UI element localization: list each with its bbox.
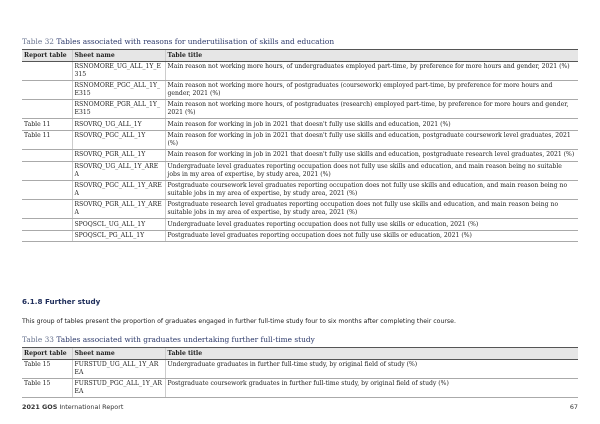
header-cell: Sheet name	[71, 49, 165, 62]
row: RSOVRQ_UG_ALL_1Y_AREA Undergraduate level…	[22, 161, 578, 181]
title-cell: Main reason for working in job in 2021 t…	[164, 149, 578, 162]
row: Table 11 RSOVRQ_PGC_ALL_1Y Main reason for…	[22, 130, 578, 150]
report-cell: Table 15	[22, 378, 72, 398]
title-cell: Postgraduate coursework level graduates …	[164, 180, 578, 200]
row: SPOQSCL_UG_ALL_1Y Undergraduate level gra…	[22, 218, 578, 231]
table-caption: Table 33 Tables associated with graduate…	[22, 335, 315, 344]
report-cell	[22, 218, 72, 231]
report-cell: Table 11	[22, 130, 72, 150]
table-caption: Table 32 Tables associated with reasons …	[22, 37, 334, 46]
sheet-cell: RSNOMORE_PGC_ALL_1Y_E315	[71, 80, 165, 100]
title-cell: Main reason not working more hours, of u…	[164, 61, 578, 81]
report-cell	[22, 80, 72, 100]
report-cell	[22, 149, 72, 162]
title-cell: Undergraduate graduates in further full-…	[164, 359, 578, 379]
header-cell: Report table	[22, 347, 72, 360]
report-cell	[22, 180, 72, 200]
row: RSNOMORE_PGC_ALL_1Y_E315 Main reason not …	[22, 80, 578, 100]
report-cell: Table 15	[22, 359, 72, 379]
sheet-cell: FURSTUD_UG_ALL_1Y_AREA	[71, 359, 165, 379]
row: RSNOMORE_UG_ALL_1Y_E315 Main reason not w…	[22, 61, 578, 81]
title-cell: Undergraduate level graduates reporting …	[164, 218, 578, 231]
report-cell	[22, 99, 72, 120]
paragraph: This group of tables present the proport…	[22, 318, 456, 325]
table-wrap: Report table Sheet name Table title RSNOMOR…	[22, 49, 578, 243]
header-cell: Sheet name	[71, 347, 165, 360]
row: RSOVRQ_PGR_ALL_1Y Main reason for working…	[22, 149, 578, 162]
row: Table 15 FURSTUD_UG_ALL_1Y_AREA Undergradu…	[22, 359, 578, 379]
caption-number: Table 32	[22, 37, 54, 46]
page-number: 67	[569, 403, 578, 411]
caption-text: Tables associated with reasons for under…	[56, 37, 335, 46]
header-cell: Table title	[164, 347, 578, 360]
sheet-cell: RSOVRQ_UG_ALL_1Y_AREA	[71, 161, 165, 181]
title-cell: Main reason not working more hours, of p…	[164, 99, 578, 120]
caption-number: Table 33	[22, 335, 54, 344]
title-cell: Main reason not working more hours, of p…	[164, 80, 578, 100]
sheet-cell: FURSTUD_PGC_ALL_1Y_AREA	[71, 378, 165, 398]
row: RSOVRQ_PGC_ALL_1Y_AREA Postgraduate cours…	[22, 180, 578, 200]
sheet-cell: SPOQSCL_UG_ALL_1Y	[71, 218, 165, 231]
sheet-cell: RSOVRQ_PGR_ALL_1Y_AREA	[71, 199, 165, 220]
header-row: Report table Sheet name Table title	[22, 49, 578, 62]
row: RSNOMORE_PGR_ALL_1Y_E315 Main reason not …	[22, 99, 578, 120]
footer-report: 2021 GOS International Report	[22, 403, 123, 411]
report-cell	[22, 230, 72, 243]
footer-bold: 2021 GOS	[22, 403, 58, 411]
sheet-cell: RSNOMORE_PGR_ALL_1Y_E315	[71, 99, 165, 120]
title-cell: Postgraduate level graduates reporting o…	[164, 230, 578, 243]
title-cell: Postgraduate coursework graduates in fur…	[164, 378, 578, 398]
sheet-cell: SPOQSCL_PG_ALL_1Y	[71, 230, 165, 243]
table: Report table Sheet name Table title RSNOMOR…	[22, 49, 578, 243]
sheet-cell: RSNOMORE_UG_ALL_1Y_E315	[71, 61, 165, 81]
title-cell: Postgraduate research level graduates re…	[164, 199, 578, 220]
title-cell: Main reason for working in job in 2021 t…	[164, 118, 578, 131]
row: Table 15 FURSTUD_PGC_ALL_1Y_AREA Postgradu…	[22, 378, 578, 398]
sheet-cell: RSOVRQ_PGC_ALL_1Y	[71, 130, 165, 150]
report-cell: Table 11	[22, 118, 72, 131]
title-cell: Main reason for working in job in 2021 t…	[164, 130, 578, 150]
report-cell	[22, 61, 72, 81]
header-cell: Report table	[22, 49, 72, 62]
row: SPOQSCL_PG_ALL_1Y Postgraduate level grad…	[22, 230, 578, 243]
row: RSOVRQ_PGR_ALL_1Y_AREA Postgraduate resea…	[22, 199, 578, 220]
row: Table 11 RSOVRQ_UG_ALL_1Y Main reason for …	[22, 118, 578, 131]
report-cell	[22, 199, 72, 220]
sheet-cell: RSOVRQ_PGR_ALL_1Y	[71, 149, 165, 162]
report-cell	[22, 161, 72, 181]
sheet-cell: RSOVRQ_PGC_ALL_1Y_AREA	[71, 180, 165, 200]
header-row: Report table Sheet name Table title	[22, 347, 578, 360]
table-wrap: Report table Sheet name Table title Table 1…	[22, 347, 578, 398]
section-heading: 6.1.8 Further study	[22, 297, 101, 306]
table: Report table Sheet name Table title Table 1…	[22, 347, 578, 398]
title-cell: Undergraduate level graduates reporting …	[164, 161, 578, 181]
sheet-cell: RSOVRQ_UG_ALL_1Y	[71, 118, 165, 131]
footer-text: International Report	[59, 403, 124, 411]
header-cell: Table title	[164, 49, 578, 62]
caption-text: Tables associated with graduates underta…	[56, 335, 315, 344]
